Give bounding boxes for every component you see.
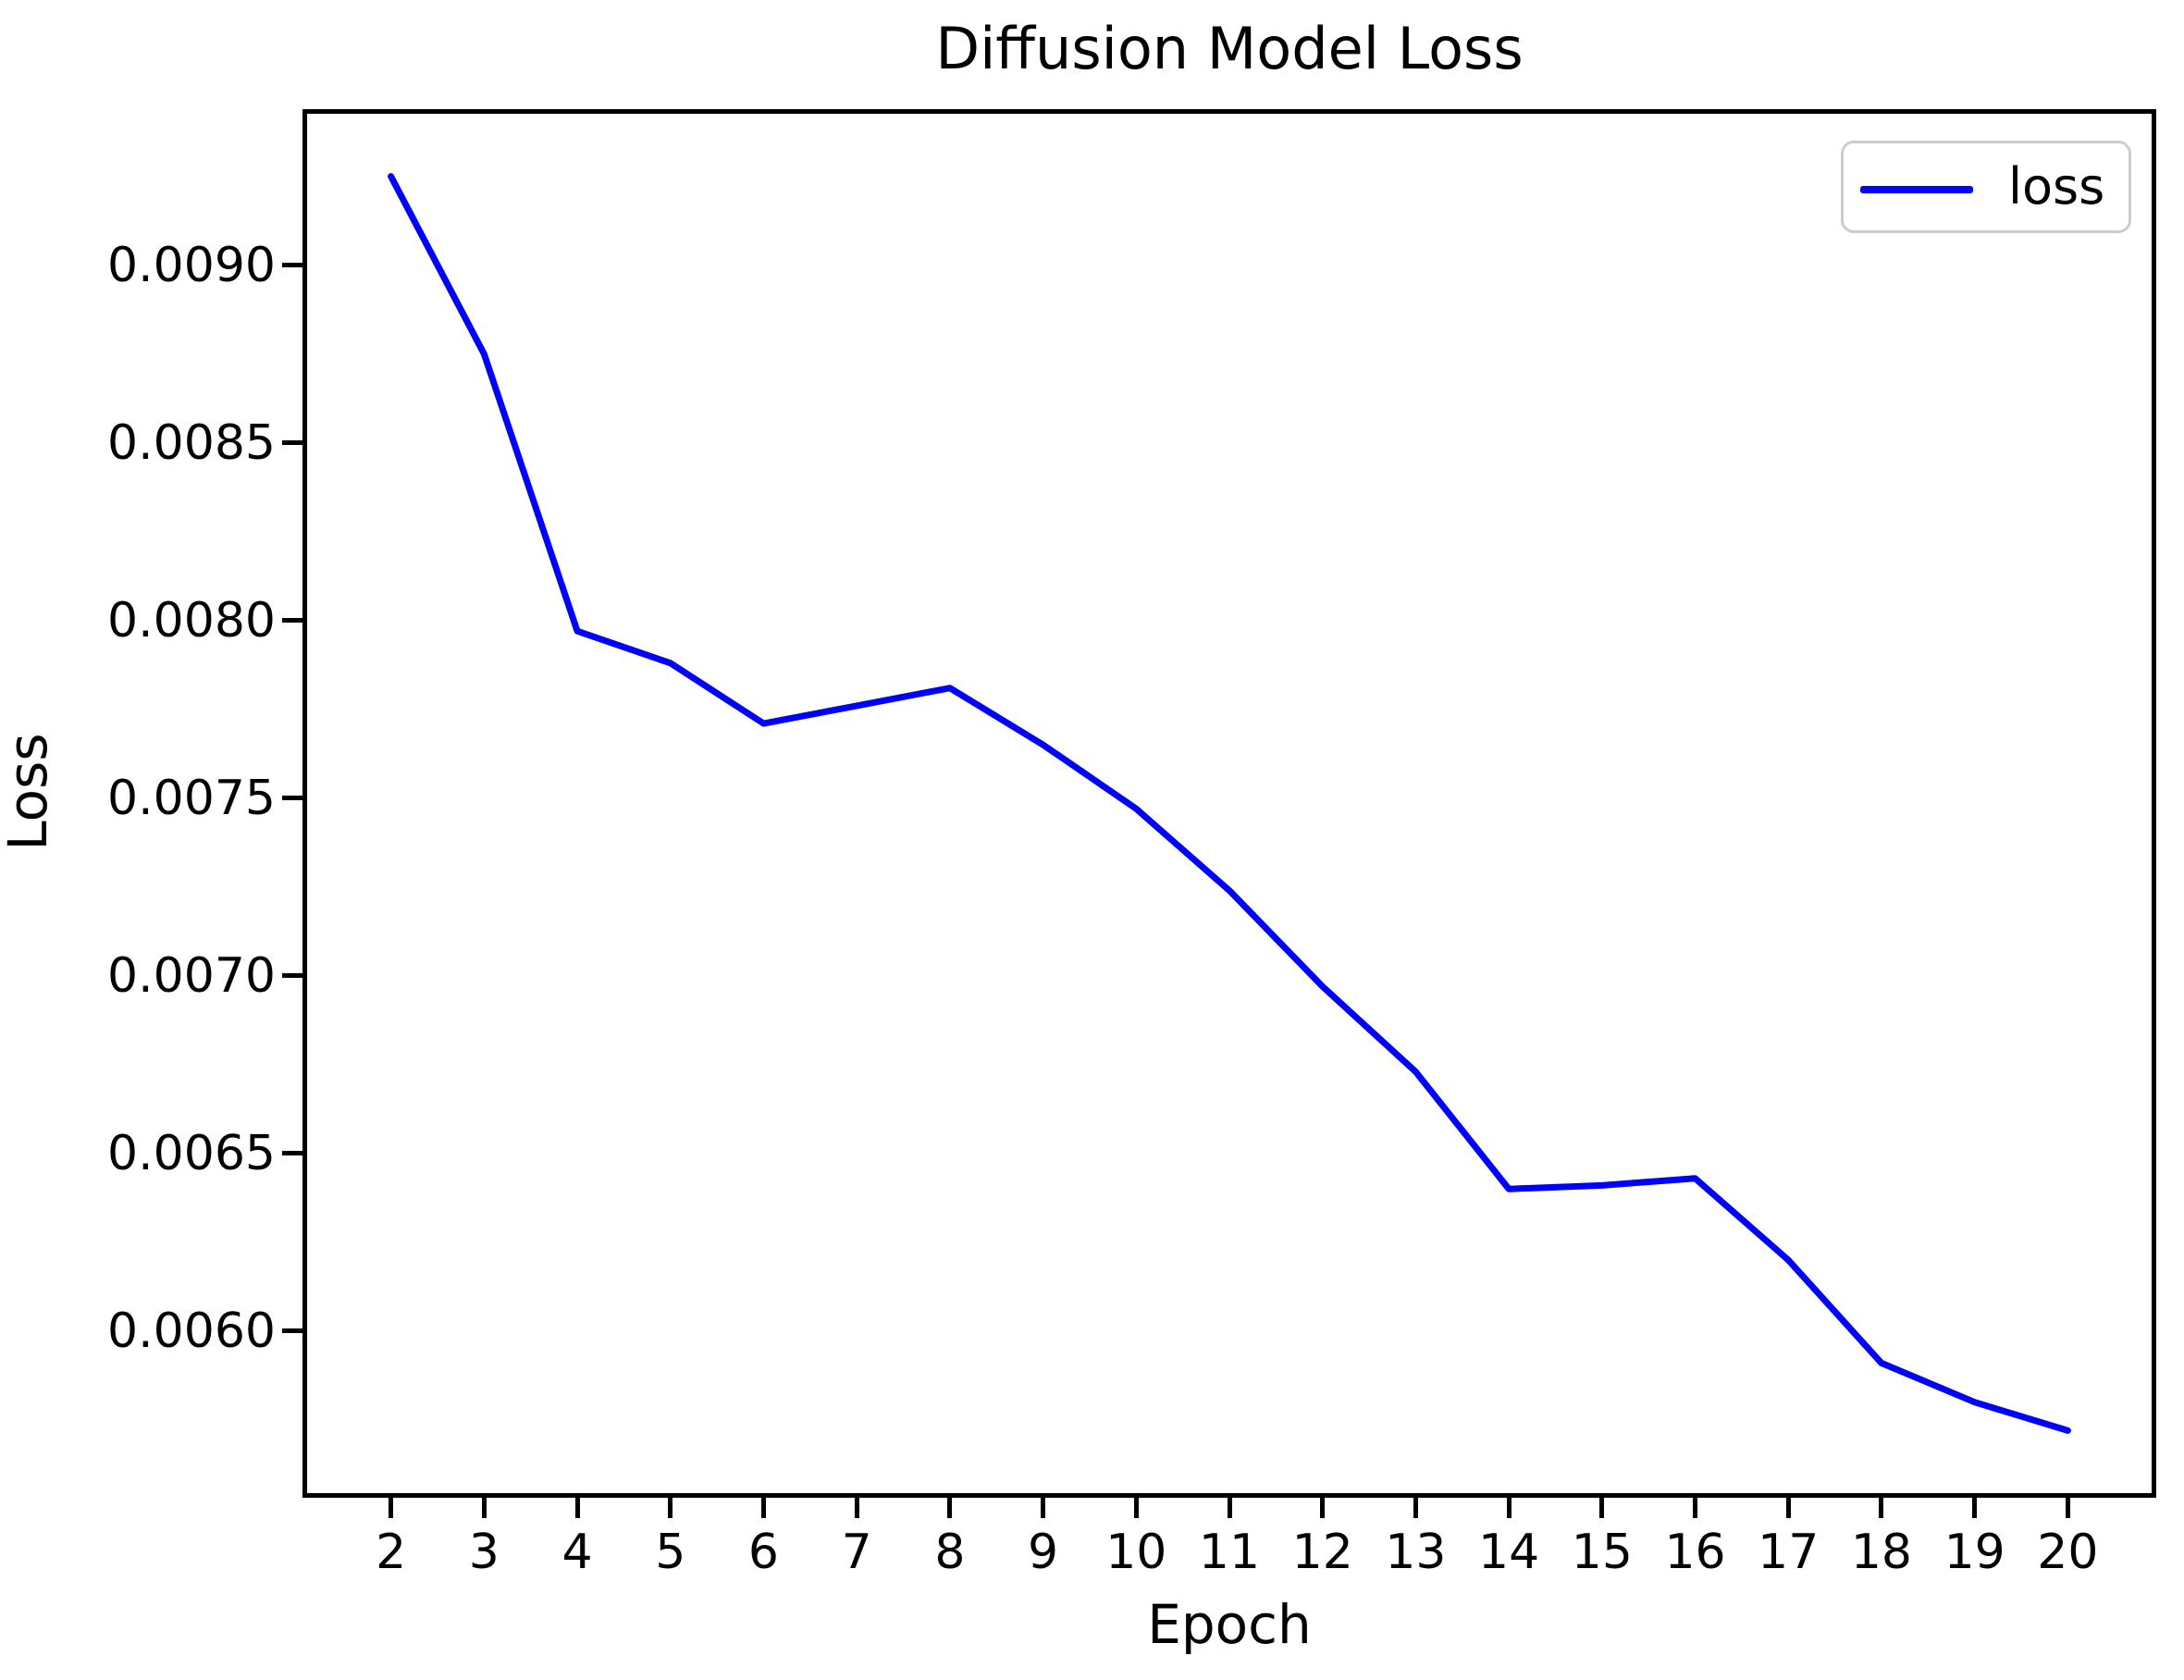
plot-area bbox=[302, 109, 2156, 1498]
y-tick-mark bbox=[282, 618, 302, 624]
x-tick-mark bbox=[2065, 1498, 2070, 1518]
y-tick-mark bbox=[282, 973, 302, 979]
x-tick-mark bbox=[854, 1498, 859, 1518]
x-tick-label: 11 bbox=[1198, 1525, 1261, 1580]
x-tick-mark bbox=[389, 1498, 394, 1518]
x-tick-mark bbox=[1133, 1498, 1139, 1518]
x-tick-mark bbox=[1599, 1498, 1605, 1518]
x-tick-mark bbox=[947, 1498, 953, 1518]
x-tick-label: 10 bbox=[1105, 1525, 1167, 1580]
loss-line bbox=[388, 173, 2071, 1434]
x-tick-label: 16 bbox=[1664, 1525, 1726, 1580]
y-tick-label: 0.0090 bbox=[107, 237, 276, 293]
y-tick-mark bbox=[282, 263, 302, 268]
y-tick-label: 0.0070 bbox=[107, 947, 276, 1004]
x-tick-label: 4 bbox=[561, 1525, 593, 1580]
x-tick-label: 9 bbox=[1028, 1525, 1059, 1580]
x-tick-mark bbox=[481, 1498, 487, 1518]
chart-title: Diffusion Model Loss bbox=[935, 15, 1524, 82]
y-tick-label: 0.0085 bbox=[107, 414, 276, 471]
x-axis-label: Epoch bbox=[1147, 1593, 1312, 1656]
x-tick-label: 8 bbox=[934, 1525, 966, 1580]
x-tick-label: 17 bbox=[1758, 1525, 1820, 1580]
legend-label: loss bbox=[2008, 157, 2105, 216]
x-tick-label: 3 bbox=[468, 1525, 500, 1580]
y-tick-mark bbox=[282, 440, 302, 446]
x-tick-mark bbox=[1041, 1498, 1046, 1518]
x-tick-label: 2 bbox=[376, 1525, 407, 1580]
x-tick-mark bbox=[1693, 1498, 1698, 1518]
x-tick-label: 18 bbox=[1850, 1525, 1913, 1580]
x-tick-mark bbox=[574, 1498, 580, 1518]
y-tick-label: 0.0075 bbox=[107, 770, 276, 826]
x-tick-label: 7 bbox=[841, 1525, 872, 1580]
x-tick-mark bbox=[1413, 1498, 1418, 1518]
y-tick-mark bbox=[282, 1328, 302, 1334]
legend-box: loss bbox=[1841, 141, 2131, 233]
x-tick-mark bbox=[668, 1498, 673, 1518]
x-tick-label: 12 bbox=[1291, 1525, 1353, 1580]
legend-line-sample bbox=[1860, 186, 1973, 193]
y-tick-mark bbox=[282, 1151, 302, 1156]
x-tick-mark bbox=[1879, 1498, 1884, 1518]
y-tick-label: 0.0080 bbox=[107, 592, 276, 649]
y-tick-mark bbox=[282, 796, 302, 801]
x-tick-mark bbox=[1320, 1498, 1326, 1518]
y-axis-label: Loss bbox=[0, 733, 59, 851]
y-tick-label: 0.0060 bbox=[107, 1303, 276, 1359]
x-tick-label: 15 bbox=[1571, 1525, 1633, 1580]
x-tick-label: 6 bbox=[747, 1525, 779, 1580]
x-tick-label: 20 bbox=[2037, 1525, 2099, 1580]
x-tick-mark bbox=[1227, 1498, 1232, 1518]
x-tick-label: 5 bbox=[655, 1525, 686, 1580]
x-tick-label: 13 bbox=[1385, 1525, 1447, 1580]
x-tick-mark bbox=[760, 1498, 766, 1518]
y-tick-label: 0.0065 bbox=[107, 1125, 276, 1181]
x-tick-mark bbox=[1972, 1498, 1978, 1518]
x-tick-label: 14 bbox=[1478, 1525, 1540, 1580]
x-tick-label: 19 bbox=[1943, 1525, 2005, 1580]
x-tick-mark bbox=[1506, 1498, 1512, 1518]
loss-line-plot bbox=[388, 173, 2071, 1434]
x-tick-mark bbox=[1785, 1498, 1791, 1518]
